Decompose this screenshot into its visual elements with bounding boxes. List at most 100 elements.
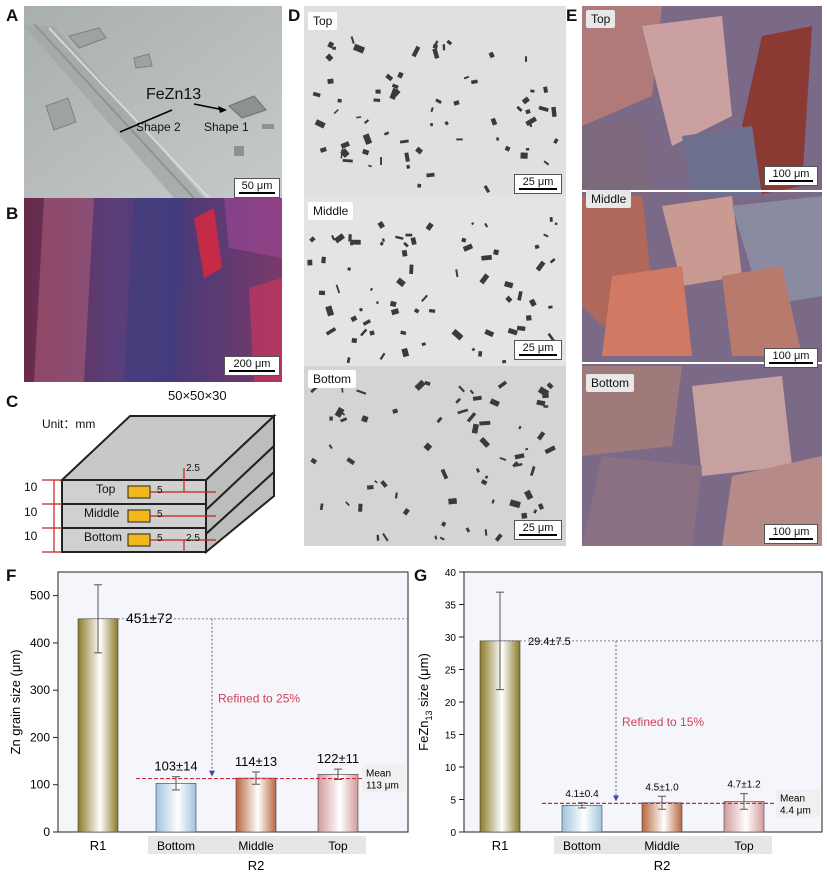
particle-field-d	[304, 6, 566, 546]
fezn13-size-chart: 0 5 10 15 20 25 30 35 40 FeZn13 size (μm) Refined …	[416, 568, 823, 873]
category-label-1: Bottom	[563, 839, 601, 853]
particle-2-51	[512, 461, 519, 468]
particle-2-64	[334, 406, 345, 418]
mean-label-box	[776, 789, 820, 818]
y-tick-label-6: 30	[445, 633, 457, 644]
mean-label-line1: Mean	[366, 769, 391, 780]
category-label-1: Bottom	[157, 839, 195, 853]
particle-2-16	[465, 527, 471, 533]
particle-0-34	[521, 96, 530, 105]
particle-2-45	[414, 379, 426, 391]
particle-2-26	[469, 389, 475, 395]
particle-0-55	[483, 185, 491, 194]
particle-1-64	[379, 241, 384, 246]
particle-2-9	[479, 420, 491, 426]
particle-2-8	[376, 534, 380, 541]
mean-label-box	[362, 764, 406, 793]
particle-0-32	[435, 98, 442, 105]
particle-1-56	[396, 277, 406, 288]
particle-1-68	[325, 327, 337, 336]
particle-2-39	[328, 444, 333, 450]
scale-bar-e-middle: 100 μm	[764, 348, 818, 368]
particle-1-35	[501, 359, 507, 364]
particle-1-54	[381, 238, 386, 242]
particle-0-67	[524, 56, 528, 62]
bar-r1	[77, 618, 119, 833]
panel-label-b: B	[6, 204, 19, 223]
particle-0-10	[496, 137, 500, 141]
value-label-3: 122±11	[317, 751, 359, 766]
particle-0-42	[362, 148, 370, 156]
particle-1-0	[379, 352, 386, 361]
particle-1-32	[493, 249, 500, 256]
particle-1-66	[517, 290, 523, 301]
particle-1-26	[535, 260, 546, 272]
particle-0-46	[319, 146, 327, 153]
particle-2-50	[537, 503, 545, 510]
particle-0-13	[516, 105, 523, 112]
particle-2-20	[521, 512, 528, 519]
particle-1-16	[400, 330, 407, 336]
particle-0-61	[389, 87, 399, 100]
y-tick-label-5: 500	[30, 589, 50, 603]
particle-2-62	[356, 389, 367, 395]
particle-0-30	[332, 46, 337, 50]
particle-2-42	[543, 405, 549, 408]
particle-1-61	[481, 254, 492, 261]
value-label-1: 103±14	[154, 759, 197, 774]
particle-0-25	[397, 71, 404, 79]
width-label-bottom: 5	[157, 533, 163, 544]
particle-0-6	[470, 79, 478, 85]
particle-1-8	[421, 342, 427, 347]
scale-bar-e-top: 100 μm	[764, 166, 818, 186]
particle-1-21	[331, 234, 336, 241]
particle-2-40	[533, 509, 538, 514]
particle-0-31	[453, 100, 460, 106]
layer-label-bottom: Bottom	[84, 530, 123, 544]
particle-2-29	[394, 492, 398, 499]
y-tick-label-3: 300	[30, 683, 50, 697]
particle-2-69	[441, 521, 447, 527]
particle-1-22	[471, 222, 475, 226]
category-label-3: Top	[328, 839, 348, 853]
particle-1-65	[484, 329, 495, 338]
particle-2-49	[402, 508, 410, 516]
particle-0-45	[373, 98, 381, 103]
particle-2-48	[489, 398, 500, 407]
particle-1-44	[390, 308, 400, 316]
r2-group-shade	[554, 836, 772, 854]
scale-bar-e-bottom: 100 μm	[764, 524, 818, 544]
particle-0-29	[463, 75, 470, 80]
particle-0-56	[444, 120, 449, 126]
depth-label-bottom: 2.5	[186, 533, 200, 544]
particle-2-36	[509, 499, 521, 509]
particle-1-59	[534, 244, 540, 250]
mean-label-line2: 113 μm	[366, 781, 399, 792]
particle-2-14	[546, 382, 554, 390]
category-label-2: Middle	[644, 839, 680, 853]
particle-0-58	[325, 53, 334, 62]
particle-2-13	[392, 408, 399, 414]
particle-1-46	[549, 217, 553, 222]
particle-0-0	[429, 122, 434, 127]
particle-2-19	[525, 447, 529, 451]
shape-1-label: Shape 1	[204, 120, 249, 134]
layer-label-top: Top	[96, 482, 116, 496]
width-label-top: 5	[157, 485, 163, 496]
particle-0-39	[553, 138, 559, 145]
category-label-3: Top	[734, 839, 754, 853]
particle-1-43	[462, 243, 474, 252]
particle-2-5	[319, 503, 324, 511]
section-tag-d-middle: Middle	[308, 202, 354, 220]
particle-2-47	[480, 479, 488, 486]
particle-1-67	[351, 337, 358, 344]
particle-1-10	[335, 284, 341, 294]
micrograph-a: FeZn13 Shape 2 Shape 1 50 μm	[24, 6, 282, 198]
particle-0-66	[327, 78, 334, 85]
particle-2-60	[536, 431, 546, 441]
particle-0-53	[391, 83, 399, 89]
particle-1-28	[451, 328, 464, 341]
depth-label-top: 2.5	[186, 463, 200, 474]
particle-0-16	[446, 39, 453, 46]
particle-2-52	[424, 380, 431, 386]
